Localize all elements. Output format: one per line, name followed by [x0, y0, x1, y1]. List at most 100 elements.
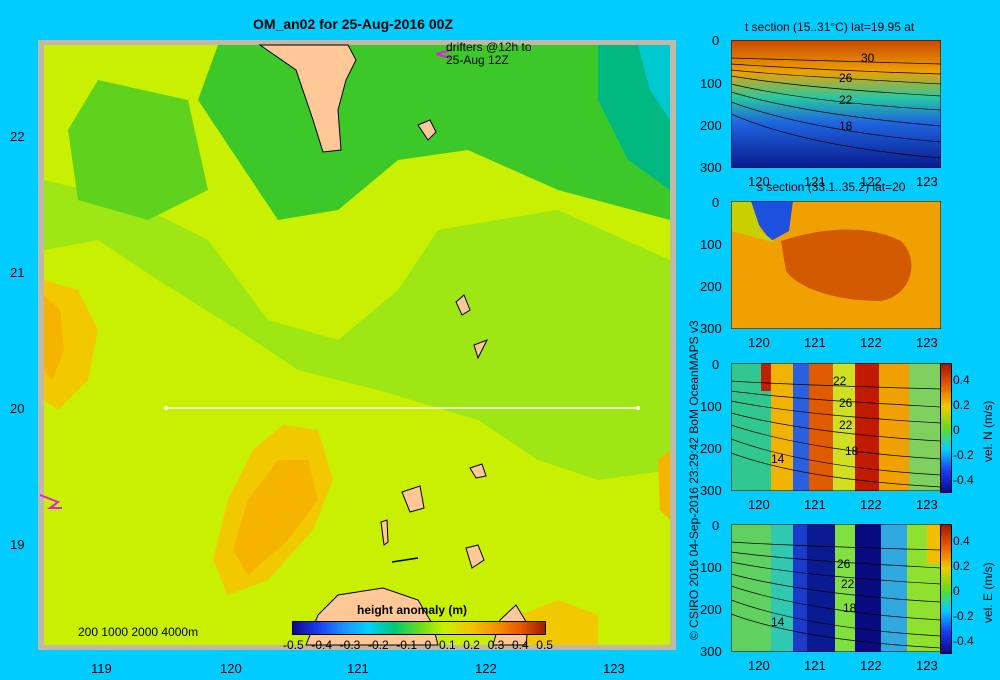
lon-tick-119: 119: [91, 661, 112, 676]
panel4-cb-tick: -0.2: [953, 609, 974, 623]
island-3: [473, 339, 489, 360]
island-2: [455, 294, 471, 316]
panel4-colorbar: [940, 524, 952, 654]
height-anomaly-map: [38, 40, 676, 650]
panel1-title: t section (15..31°C) lat=19.95 at: [745, 20, 915, 34]
island-5: [401, 485, 425, 513]
panel4-cb-tick: 0: [953, 584, 960, 598]
cb-tick: -0.1: [396, 638, 417, 652]
panel3-band: [771, 363, 793, 491]
anomaly-region-orange-west: [44, 295, 64, 380]
panel4-xtick: 122: [860, 658, 882, 673]
map-title: OM_an02 for 25-Aug-2016 00Z: [253, 16, 453, 32]
credit-text: © CSIRO 2016 04-Sep-2016 23:29:42 BoM Oc…: [687, 320, 701, 640]
panel1-ytick: 300: [700, 160, 722, 175]
panel4-ytick: 0: [712, 518, 720, 533]
panel4-contour-label: 22: [841, 577, 855, 591]
panel4-contour-label: 18: [843, 601, 857, 615]
panel3-colorbar: [940, 363, 952, 493]
panel3-contours: [731, 380, 941, 488]
island-8: [391, 557, 419, 563]
island-7: [465, 544, 485, 569]
panel3-xtick: 120: [748, 497, 770, 512]
panel4-cb-label: vel. E (m/s): [981, 562, 995, 623]
panel2-ytick: 0: [712, 195, 720, 210]
cb-tick: -0.2: [367, 638, 389, 652]
panel3-colorbar-ticks: 0.4 0.2 0 -0.2 -0.4: [953, 368, 974, 493]
panel1-plot: 30 26 22 18: [731, 40, 941, 168]
panel3-cb-tick: 0.4: [953, 373, 970, 387]
lon-tick-123: 123: [603, 661, 625, 676]
panel3-cb-tick: -0.2: [953, 448, 974, 462]
drifters-note-line1: drifters @12h to: [446, 40, 532, 54]
panel2-salty-core: [781, 229, 912, 301]
panel4-band: [771, 524, 793, 652]
panel3-xtick: 122: [860, 497, 882, 512]
panel2-ytick: 100: [700, 237, 722, 252]
panel4-ytick: 100: [700, 560, 722, 575]
cb-tick: -0.5: [283, 638, 304, 652]
section-start-dot: [164, 406, 168, 410]
cb-tick: -0.3: [339, 638, 361, 652]
panel3-band: [855, 363, 879, 491]
panel3-cb-label: vel. N (m/s): [981, 400, 995, 462]
panel1-contour-label: 22: [839, 93, 853, 107]
anomaly-region-lightgreen: [44, 180, 670, 480]
panel3-ytick: 0: [712, 357, 720, 372]
panel3-band: [879, 363, 909, 491]
lat-tick-19: 19: [10, 537, 25, 552]
panel2-xtick: 122: [860, 335, 882, 350]
panel4-cb-tick: 0.4: [953, 534, 970, 548]
panel1-xtick: 122: [860, 174, 882, 189]
anomaly-region-green-west: [68, 80, 208, 220]
panel3-ytick: 300: [700, 483, 722, 498]
island-6: [380, 519, 389, 546]
panel2-ytick: 200: [700, 279, 722, 294]
panel2-title: s section (33.1..35.2) lat=20: [757, 180, 906, 194]
panel4-xtick: 123: [916, 658, 938, 673]
height-colorbar: [292, 621, 546, 635]
cb-tick: 0.3: [487, 638, 505, 652]
panel2-xtick: 121: [804, 335, 826, 350]
panel4-xtick: 121: [804, 658, 826, 673]
lat-tick-20: 20: [10, 401, 25, 416]
panel3-band: [761, 363, 771, 391]
panel3-cb-tick: 0.2: [953, 398, 970, 412]
panel3-ytick: 200: [700, 441, 722, 456]
cb-tick: 0: [424, 638, 432, 652]
panel4-colorbar-ticks: 0.4 0.2 0 -0.2 -0.4: [953, 529, 974, 654]
panel2-xtick: 123: [916, 335, 938, 350]
cb-tick: 0.4: [511, 638, 529, 652]
panel3-contour-label: 26: [839, 396, 853, 410]
panel4-band: [835, 524, 855, 652]
lon-tick-122: 122: [475, 661, 497, 676]
cb-tick: 0.5: [536, 638, 553, 652]
panel3-contour-label: 22: [833, 374, 847, 388]
panel4-plot: 26 22 18 14: [731, 524, 941, 652]
panel1-xtick: 120: [748, 174, 770, 189]
panel3-plot: 22 26 22 18 14: [731, 363, 941, 491]
panel1-ytick: 100: [700, 76, 722, 91]
panel1-contour-label: 18: [839, 119, 853, 133]
panel4-contours: [731, 541, 941, 649]
panel1-ytick: 200: [700, 118, 722, 133]
panel2-plot: [731, 201, 941, 329]
panel4-band: [807, 524, 835, 652]
cb-tick: 0.2: [463, 638, 480, 652]
lon-tick-120: 120: [220, 661, 242, 676]
island-4: [469, 463, 487, 479]
colorbar-title: height anomaly (m): [357, 603, 468, 617]
panel4-ytick: 300: [700, 644, 722, 659]
drifter-track-west: [39, 494, 62, 509]
panel4-ytick: 200: [700, 602, 722, 617]
panel4-cb-tick: -0.4: [953, 634, 974, 648]
cb-tick: 0.1: [438, 638, 456, 652]
panel3-ytick: 100: [700, 399, 722, 414]
panel4-xtick: 120: [748, 658, 770, 673]
panel3-contour-label: 14: [771, 452, 785, 466]
anomaly-region-orange-east: [658, 450, 670, 520]
panel3-contour-label: 18: [845, 444, 859, 458]
anomaly-region-orange-southwest: [233, 460, 318, 575]
island-1: [417, 119, 437, 141]
panel4-cb-tick: 0.2: [953, 559, 970, 573]
